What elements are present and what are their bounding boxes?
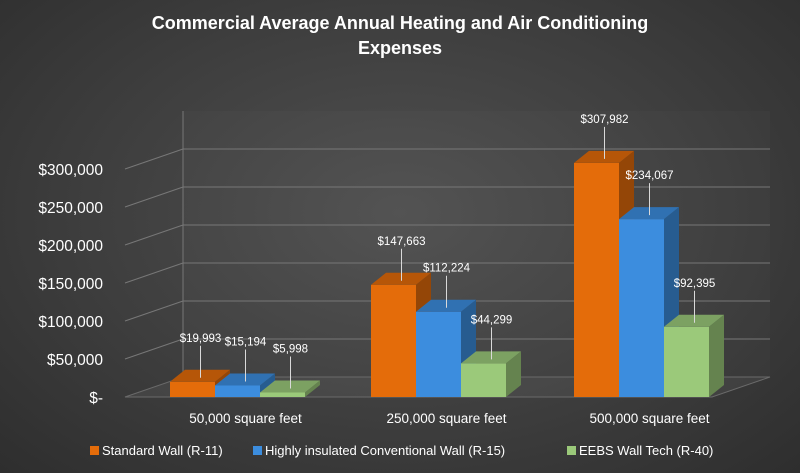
bar-front <box>416 311 461 397</box>
data-label: $92,395 <box>674 278 716 290</box>
gridline-side <box>124 300 184 322</box>
data-label: $44,299 <box>471 314 513 326</box>
y-tick-label: $100,000 <box>38 314 103 331</box>
data-label: $15,194 <box>225 336 267 348</box>
data-label: $112,224 <box>423 263 471 275</box>
bar-front <box>619 219 664 397</box>
gridline-side <box>124 224 184 246</box>
bars <box>170 150 724 397</box>
data-label: $5,998 <box>273 343 308 355</box>
legend-swatch <box>90 446 99 455</box>
bar-front <box>371 284 416 397</box>
gridline-side <box>124 338 184 360</box>
legend-item: EEBS Wall Tech (R-40) <box>567 443 713 458</box>
y-tick-label: $250,000 <box>38 200 103 217</box>
bar-front <box>170 381 215 397</box>
bar-front <box>461 363 506 397</box>
legend-label: Highly insulated Conventional Wall (R-15… <box>265 443 505 458</box>
data-labels: $19,993 $15,194 $5,998 $147,663 $112,224 $44,… <box>180 114 716 389</box>
bar-front <box>260 392 305 397</box>
bar-front <box>664 326 709 397</box>
gridline-side <box>124 186 184 208</box>
bar-side <box>305 380 320 397</box>
bar-front <box>574 162 619 397</box>
data-label: $307,982 <box>581 114 629 126</box>
data-label: $234,067 <box>626 170 674 182</box>
bar-side <box>506 351 521 397</box>
legend-item: Standard Wall (R-11) <box>90 443 223 458</box>
y-tick-label: $- <box>89 390 103 407</box>
y-tick-label: $150,000 <box>38 276 103 293</box>
y-tick-label: $300,000 <box>38 162 103 179</box>
bar-side <box>709 314 724 397</box>
legend-label: Standard Wall (R-11) <box>102 443 223 458</box>
legend-label: EEBS Wall Tech (R-40) <box>579 443 713 458</box>
bar-front <box>215 385 260 397</box>
bar <box>664 314 724 397</box>
gridline-side <box>124 262 184 284</box>
x-tick-label: 50,000 square feet <box>189 411 302 426</box>
legend-swatch <box>253 446 262 455</box>
data-label: $19,993 <box>180 333 222 345</box>
y-tick-label: $50,000 <box>47 352 103 369</box>
y-tick-label: $200,000 <box>38 238 103 255</box>
data-label: $147,663 <box>378 236 426 248</box>
legend: Standard Wall (R-11) Highly insulated Con… <box>90 443 713 458</box>
y-axis: $- $50,000 $100,000 $150,000 $200,000 $250,00… <box>38 162 103 407</box>
x-tick-label: 250,000 square feet <box>386 411 506 426</box>
x-axis: 50,000 square feet 250,000 square feet 500… <box>189 411 710 426</box>
legend-item: Highly insulated Conventional Wall (R-15… <box>253 443 505 458</box>
chart-title: Commercial Average Annual Heating and Ai… <box>152 13 648 58</box>
x-tick-label: 500,000 square feet <box>589 411 709 426</box>
gridline-side <box>124 148 184 170</box>
bar <box>461 351 521 397</box>
legend-swatch <box>567 446 576 455</box>
